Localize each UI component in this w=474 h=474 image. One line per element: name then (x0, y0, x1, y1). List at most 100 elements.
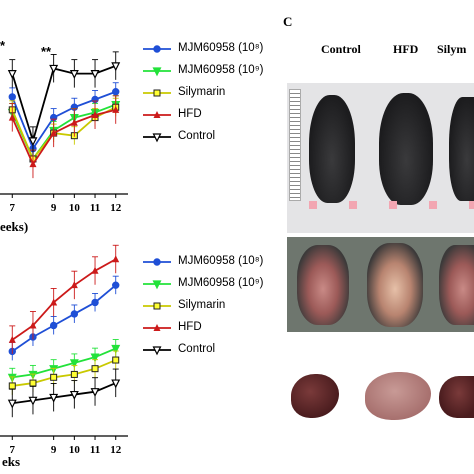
bottom-point-4-1 (28, 396, 38, 406)
legend-top: MJM60958 (10⁸) MJM60958 (10⁹) Silymarin HFD… (142, 40, 282, 150)
bottom-point-1-4 (90, 353, 100, 363)
legend-top-label-2: Silymarin (178, 86, 226, 98)
legend-top-label-1: MJM60958 (10⁹) (178, 64, 264, 76)
mouse-control (309, 95, 355, 203)
top-annotation-0: * (0, 38, 6, 53)
liver-photo-row (287, 372, 474, 424)
legend-bottom: MJM60958 (10⁸) MJM60958 (10⁹) Silymarin HFD… (142, 253, 282, 363)
top-point-4-5 (111, 62, 121, 72)
top-point-3-5 (112, 105, 120, 113)
mouse-photo-row (287, 83, 474, 233)
legend-top-swatch-4 (143, 133, 171, 143)
legend-top-entry-2: Silymarin (142, 84, 282, 102)
legend-top-label-3: HFD (178, 108, 202, 120)
bottom-point-4-2 (49, 393, 59, 403)
bottom-x-tick-label-1: 9 (51, 444, 57, 456)
top-point-4-2 (49, 64, 59, 74)
legend-bottom-swatch-marker-2 (153, 302, 161, 310)
bottom-point-3-5 (112, 255, 120, 263)
top-point-4-4 (90, 70, 100, 79)
legend-bottom-label-1: MJM60958 (10⁹) (178, 277, 264, 289)
bottom-point-1-5 (111, 344, 121, 354)
bottom-series-line-0 (11, 284, 117, 353)
legend-top-entry-0: MJM60958 (10⁸) (142, 40, 282, 58)
column-label-hfd: HFD (393, 42, 419, 56)
legend-top-swatch-marker-0 (153, 45, 161, 53)
feet-row (309, 201, 474, 209)
top-series-line-4 (11, 65, 117, 145)
legend-top-swatch-3 (143, 111, 171, 118)
top-annotation-1: ** (41, 44, 52, 59)
bottom-point-4-5 (111, 379, 121, 389)
legend-bottom-swatch-0 (143, 258, 171, 266)
bottom-series-line-1 (12, 347, 117, 379)
legend-top-swatch-2 (143, 89, 171, 97)
legend-bottom-entry-3: HFD (142, 319, 282, 337)
top-series-line-3 (11, 108, 116, 166)
legend-bottom-label-4: Control (178, 343, 216, 355)
top-point-3-3 (70, 118, 78, 126)
bottom-point-4-3 (69, 390, 79, 400)
bottom-point-0-4 (91, 298, 99, 307)
bottom-point-2-5 (112, 356, 120, 364)
bottom-x-tick-label-2: 10 (69, 444, 81, 456)
chart-top-xaxis-title: eeks) (0, 219, 29, 234)
bottom-point-0-5 (112, 281, 120, 289)
bottom-point-2-0 (8, 382, 16, 390)
legend-bottom-swatch-marker-3 (153, 324, 161, 331)
bottom-x-tick-label-4: 12 (110, 444, 122, 456)
chart-top-body-weight: 7 9 10 11 12* ** (0, 38, 128, 214)
legend-top-entry-3: HFD (142, 106, 282, 124)
top-point-0-5 (112, 88, 120, 96)
top-point-0-0 (8, 93, 16, 101)
bottom-point-3-4 (91, 266, 99, 274)
ruler (289, 89, 301, 201)
bottom-point-3-0 (8, 335, 16, 343)
top-point-3-1 (29, 160, 37, 168)
legend-top-entry-1: MJM60958 (10⁹) (142, 62, 282, 80)
legend-top-swatch-marker-2 (153, 89, 161, 97)
mouse-hfd (379, 93, 433, 205)
legend-top-swatch-marker-4 (152, 133, 162, 143)
top-point-3-0 (8, 113, 16, 121)
legend-top-label-4: Control (178, 130, 216, 142)
top-series-line-0 (11, 90, 117, 151)
top-x-tick-label-0: 7 (10, 202, 16, 214)
bottom-point-2-4 (91, 365, 99, 373)
column-label-silymarin: Silym (437, 42, 467, 56)
bottom-series-line-3 (11, 258, 117, 341)
mouse-silymarin (449, 97, 474, 201)
bottom-series-line-4 (12, 382, 117, 405)
legend-bottom-label-2: Silymarin (178, 299, 226, 311)
legend-top-swatch-0 (143, 45, 171, 53)
bottom-point-0-2 (49, 321, 58, 330)
bottom-point-2-3 (70, 370, 78, 378)
top-x-tick-label-3: 11 (90, 202, 100, 214)
bottom-point-2-1 (29, 379, 37, 387)
legend-bottom-label-3: HFD (178, 321, 202, 333)
legend-top-swatch-marker-3 (153, 111, 161, 118)
legend-bottom-entry-2: Silymarin (142, 297, 282, 315)
bottom-point-3-1 (29, 321, 37, 329)
top-point-3-4 (91, 111, 99, 118)
top-point-4-1 (28, 137, 38, 147)
bottom-point-0-3 (70, 310, 79, 318)
bottom-point-4-0 (7, 399, 17, 409)
legend-top-entry-4: Control (142, 128, 282, 146)
legend-bottom-label-0: MJM60958 (10⁸) (178, 255, 264, 267)
legend-bottom-entry-0: MJM60958 (10⁸) (142, 253, 282, 271)
bottom-x-tick-label-0: 7 (10, 444, 16, 456)
legend-top-swatch-1 (143, 67, 171, 77)
dissection-photo-row (287, 237, 474, 332)
legend-bottom-entry-4: Control (142, 341, 282, 359)
panel-c-letter: C (283, 14, 293, 29)
bottom-point-1-3 (69, 359, 79, 369)
legend-bottom-swatch-marker-0 (153, 258, 161, 266)
top-point-3-2 (50, 129, 58, 137)
chart-bottom-xaxis-title: eks (2, 454, 21, 469)
bottom-x-tick-label-3: 11 (90, 444, 100, 456)
legend-bottom-swatch-marker-1 (152, 280, 162, 290)
legend-bottom-swatch-3 (143, 324, 171, 331)
legend-top-label-0: MJM60958 (10⁸) (178, 42, 264, 54)
top-point-4-0 (7, 70, 17, 79)
